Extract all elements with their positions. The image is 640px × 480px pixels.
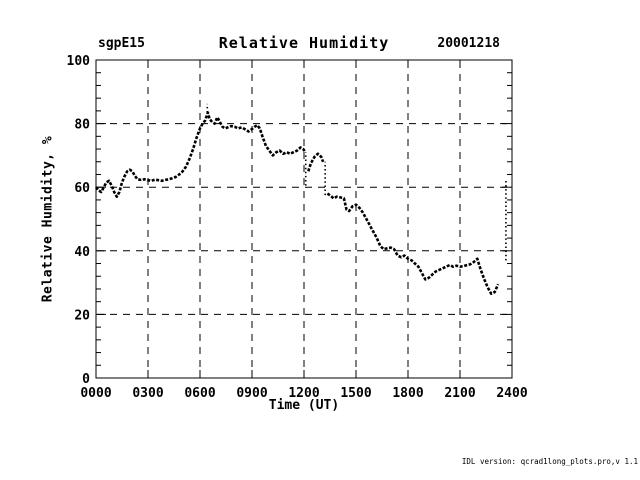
- y-tick-label: 100: [67, 54, 91, 69]
- x-tick-label: 0000: [80, 386, 111, 401]
- humidity-curve: [326, 192, 500, 296]
- humidity-curve: [94, 111, 307, 198]
- x-tick-label: 0600: [184, 386, 215, 401]
- humidity-curve: [307, 152, 325, 172]
- plot-date-label: 20001218: [437, 36, 500, 51]
- x-tick-label: 1800: [392, 386, 423, 401]
- x-tick-label: 2400: [496, 386, 527, 401]
- y-tick-label: 60: [74, 181, 90, 196]
- y-tick-label: 40: [74, 245, 90, 260]
- y-axis-label: Relative Humidity, %: [40, 135, 56, 303]
- y-tick-label: 20: [74, 308, 90, 323]
- page-title: Relative Humidity: [218, 34, 390, 52]
- x-tick-label: 0300: [132, 386, 163, 401]
- x-tick-label: 1200: [288, 386, 319, 401]
- y-tick-label: 80: [74, 118, 90, 133]
- site-facility-label: sgpE15: [98, 36, 145, 51]
- y-tick-label: 0: [82, 372, 90, 387]
- x-tick-label: 0900: [236, 386, 267, 401]
- footer-right: IDL version: qcrad1long_plots.pro,v 1.1 …: [403, 441, 638, 480]
- x-axis-label: Time (UT): [268, 398, 340, 413]
- x-tick-label: 2100: [444, 386, 475, 401]
- footer-left: Sat Dec 9 06:16:09 2006 Battelle Pacific…: [4, 451, 311, 480]
- footer-idl-version: IDL version: qcrad1long_plots.pro,v 1.1: [461, 457, 638, 466]
- x-tick-label: 1500: [340, 386, 371, 401]
- humidity-chart: 0 20 40 60 80 100 0000 0300 0600 0900 1200 1500 1800…: [67, 54, 528, 401]
